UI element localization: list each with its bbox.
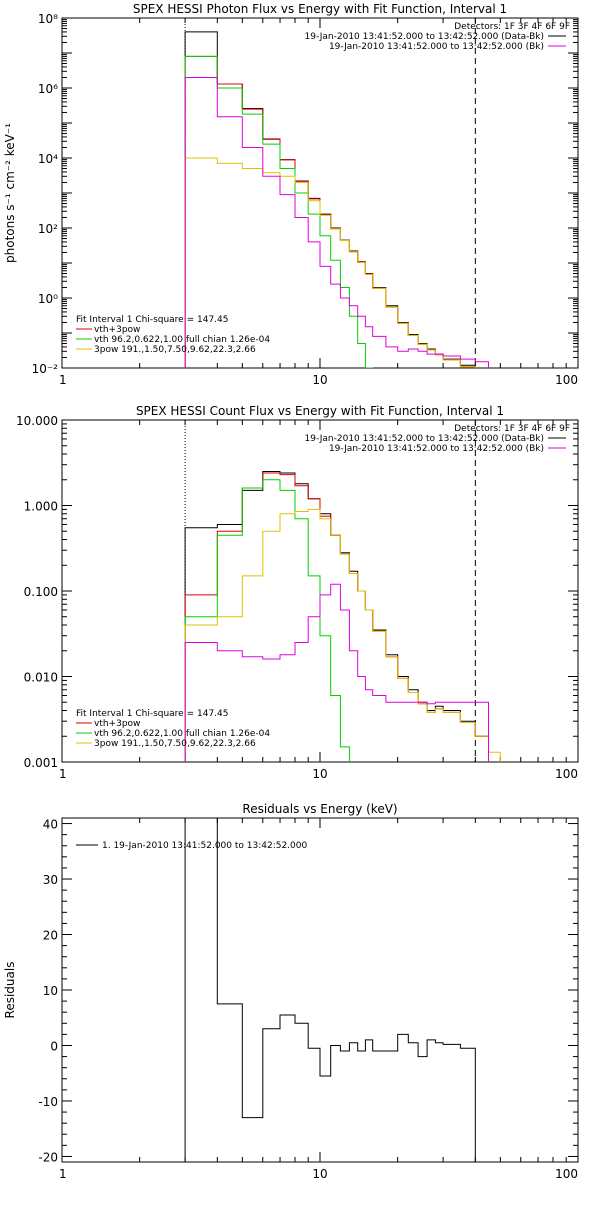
- x-tick-label: 100: [555, 1167, 578, 1181]
- fit-legend-entry-1: vth 96.2,0.622,1.00 full chian 1.26e-04: [94, 729, 270, 739]
- y-tick-label: 0.100: [24, 585, 58, 599]
- legend-header: Detectors: 1F 3F 4F 6F 9F: [454, 424, 570, 434]
- fit-legend-entry-2: 3pow 191.,1.50,7.50,9.62,22.3,2.66: [94, 739, 256, 749]
- fit-legend-entry-1: vth 96.2,0.622,1.00 full chian 1.26e-04: [94, 335, 270, 345]
- photon-flux-chart: SPEX HESSI Photon Flux vs Energy with Fi…: [3, 2, 579, 387]
- fit-legend-entry-2: 3pow 191.,1.50,7.50,9.62,22.3,2.66: [94, 345, 256, 355]
- y-tick-label: 30: [43, 873, 58, 887]
- legend-entry-0: 19-Jan-2010 13:41:52.000 to 13:42:52.000…: [305, 32, 544, 42]
- y-tick-label: 10⁶: [38, 82, 58, 96]
- series-line-3: [184, 508, 501, 762]
- series-line-4: [184, 583, 489, 762]
- series-line-0: [184, 31, 489, 368]
- fit-legend-entry-0: vth+3pow: [94, 325, 140, 335]
- fit-legend-entry-0: vth+3pow: [94, 719, 140, 729]
- plot-frame: [61, 817, 579, 1163]
- x-tick-label: 1: [59, 1167, 67, 1181]
- y-tick-label: 40: [43, 818, 58, 832]
- y-tick-label: 10⁰: [38, 292, 58, 306]
- y-tick-label: 1.000: [24, 500, 58, 514]
- y-tick-label: 20: [43, 929, 58, 943]
- legend-entry-0: 19-Jan-2010 13:41:52.000 to 13:42:52.000…: [305, 434, 544, 444]
- series-line-2: [184, 55, 374, 368]
- y-tick-label: 10²: [38, 222, 58, 236]
- legend-entry-0: 1. 19-Jan-2010 13:41:52.000 to 13:42:52.…: [102, 841, 307, 851]
- chart-title: SPEX HESSI Count Flux vs Energy with Fit…: [136, 404, 504, 418]
- legend-header: Detectors: 1F 3F 4F 6F 9F: [454, 22, 570, 32]
- y-tick-label: 10⁻²: [32, 362, 59, 376]
- chart-title: Residuals vs Energy (keV): [242, 802, 397, 816]
- y-tick-label: 0: [50, 1039, 58, 1053]
- y-tick-label: -10: [38, 1095, 58, 1109]
- y-tick-label: 10⁸: [38, 12, 58, 26]
- x-tick-label: 100: [555, 767, 578, 781]
- series-line-4: [184, 77, 489, 368]
- series-line-1: [184, 55, 476, 368]
- y-tick-label: 10: [43, 984, 58, 998]
- x-tick-label: 1: [59, 767, 67, 781]
- series-line-2: [184, 479, 350, 762]
- x-tick-label: 10: [312, 767, 327, 781]
- chart-title: SPEX HESSI Photon Flux vs Energy with Fi…: [133, 2, 507, 16]
- y-axis-label: photons s⁻¹ cm⁻² keV⁻¹: [3, 123, 17, 263]
- series-line-0: [184, 471, 489, 762]
- series-line-1: [184, 472, 489, 762]
- y-tick-label: 10.000: [16, 414, 58, 428]
- x-tick-label: 100: [555, 373, 578, 387]
- x-tick-label: 1: [59, 373, 67, 387]
- y-tick-label: 0.001: [24, 756, 58, 770]
- legend-entry-1: 19-Jan-2010 13:41:52.000 to 13:42:52.000…: [329, 444, 544, 454]
- y-axis-label: Residuals: [3, 962, 17, 1019]
- fit-legend-header: Fit Interval 1 Chi-square = 147.45: [76, 709, 228, 719]
- x-tick-label: 10: [312, 1167, 327, 1181]
- y-tick-label: -20: [38, 1150, 58, 1164]
- legend-entry-1: 19-Jan-2010 13:41:52.000 to 13:42:52.000…: [329, 42, 544, 52]
- y-tick-label: 10⁴: [38, 152, 58, 166]
- x-tick-label: 10: [312, 373, 327, 387]
- series-line-3: [184, 157, 476, 368]
- series-line-0: [184, 818, 476, 1162]
- y-tick-label: 0.010: [24, 671, 58, 685]
- fit-legend-header: Fit Interval 1 Chi-square = 147.45: [76, 315, 228, 325]
- count-flux-chart: SPEX HESSI Count Flux vs Energy with Fit…: [16, 404, 579, 781]
